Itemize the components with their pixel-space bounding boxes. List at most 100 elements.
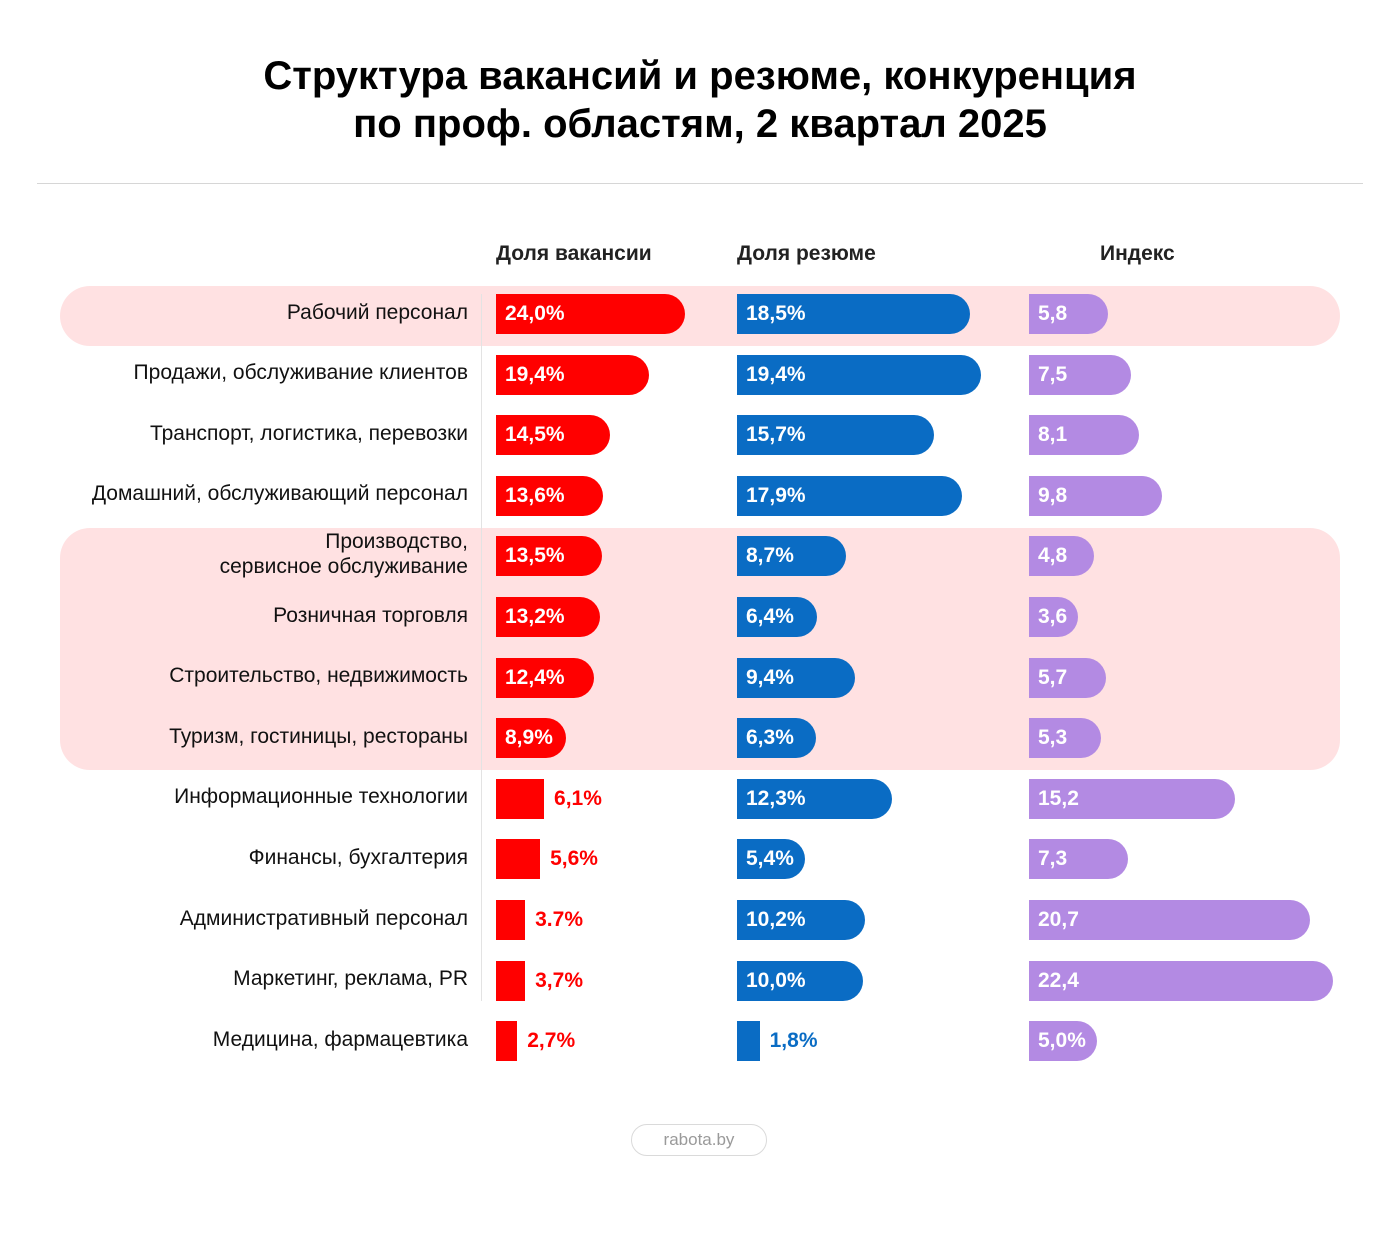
vacancy-value-label: 5,6% [550, 847, 598, 871]
index-bar: 9,8 [1029, 475, 1162, 516]
index-value-label: 9,8 [1038, 483, 1068, 507]
resume-value-label: 6,4% [746, 605, 794, 628]
resume-value-label: 10,2% [746, 908, 806, 931]
resume-value-label: 8,7% [746, 544, 794, 568]
vacancy-bar [496, 960, 526, 1001]
vacancy-bar: 13,2% [496, 597, 600, 637]
category-label: Информационные технологии [8, 784, 468, 809]
category-label-line: сервисное обслуживание [219, 555, 468, 579]
resume-bar: 17,9% [737, 475, 963, 516]
category-label-line: Рабочий персонал [286, 300, 468, 324]
resume-bar [737, 1021, 760, 1062]
category-label-line: Финансы, бухгалтерия [248, 845, 468, 869]
index-bar: 4,8 [1029, 536, 1095, 577]
resume-value-label: 6,3% [746, 726, 794, 750]
category-label-line: Информационные технологии [174, 785, 468, 809]
category-label-line: Домашний, обслуживающий персонал [91, 482, 468, 506]
vacancy-bar [496, 839, 541, 880]
column-header-vacancy: Доля вакансии [496, 242, 652, 265]
index-value-label: 5,7 [1038, 665, 1068, 689]
index-bar: 5,3 [1029, 718, 1101, 759]
brand-badge: rabota.by [631, 1124, 767, 1156]
resume-value-label: 19,4% [746, 362, 806, 386]
category-label-line: Маркетинг, реклама, PR [233, 967, 468, 991]
index-value-label: 7,3 [1038, 847, 1068, 871]
index-value-label: 5,3 [1038, 726, 1068, 750]
resume-value-label: 10,0% [746, 968, 806, 992]
category-label: Финансы, бухгалтерия [8, 845, 468, 870]
resume-bar: 8,7% [737, 536, 847, 577]
vacancy-value-label: 14,5% [505, 423, 565, 447]
vacancy-axis-line [481, 294, 482, 1001]
resume-bar: 10,2% [737, 900, 866, 940]
category-label-line: Туризм, гостиницы, рестораны [169, 724, 468, 748]
resume-value-label: 1,8% [769, 1029, 818, 1053]
chart-title-line-2: по проф. областям, 2 квартал 2025 [353, 102, 1047, 146]
title-divider [37, 183, 1363, 184]
category-label: Медицина, фармацевтика [8, 1027, 468, 1052]
resume-bar: 6,3% [737, 718, 817, 759]
index-bar: 5,8 [1029, 294, 1108, 334]
vacancy-bar [496, 778, 545, 819]
vacancy-bar [496, 1021, 518, 1062]
vacancy-value-label: 13,6% [505, 483, 565, 507]
vacancy-value-label: 13,2% [505, 605, 565, 628]
resume-value-label: 12,3% [746, 786, 806, 810]
category-label-line: Производство, [325, 530, 468, 554]
index-bar: 15,2 [1029, 778, 1236, 819]
index-value-label: 20,7 [1038, 908, 1079, 931]
resume-value-label: 15,7% [746, 423, 806, 447]
category-label: Рабочий персонал [8, 300, 468, 325]
resume-bar: 15,7% [737, 415, 935, 456]
vacancy-bar: 12,4% [496, 657, 594, 698]
category-label-line: Розничная торговля [273, 603, 468, 627]
category-label: Продажи, обслуживание клиентов [8, 360, 468, 385]
vacancy-value-label: 3.7% [535, 908, 583, 931]
category-label-line: Продажи, обслуживание клиентов [133, 361, 468, 385]
index-value-label: 5,8 [1038, 302, 1068, 325]
vacancy-value-label: 24,0% [505, 302, 565, 325]
index-bar: 5,0% [1029, 1021, 1097, 1062]
index-bar: 7,3 [1029, 839, 1129, 880]
index-value-label: 4,8 [1038, 544, 1068, 568]
vacancy-value-label: 6,1% [554, 786, 602, 810]
vacancy-bar: 19,4% [496, 354, 649, 395]
category-label-line: Транспорт, логистика, перевозки [149, 421, 468, 445]
vacancy-value-label: 2,7% [527, 1029, 576, 1053]
vacancy-bar: 14,5% [496, 415, 611, 456]
resume-value-label: 9,4% [746, 665, 794, 689]
resume-bar: 9,4% [737, 657, 856, 698]
resume-value-label: 18,5% [746, 302, 806, 325]
index-value-label: 5,0% [1038, 1029, 1086, 1053]
resume-bar: 10,0% [737, 960, 863, 1001]
category-label-line: Строительство, недвижимость [169, 664, 468, 688]
category-label: Розничная торговля [8, 603, 468, 628]
highlight-band-2 [60, 528, 1340, 771]
category-label: Административный персонал [8, 906, 468, 931]
category-label: Домашний, обслуживающий персонал [8, 481, 468, 506]
vacancy-bar: 24,0% [496, 294, 685, 334]
resume-bar: 19,4% [737, 354, 981, 395]
vacancy-value-label: 3,7% [535, 968, 583, 992]
category-label-line: Медицина, фармацевтика [212, 1027, 468, 1051]
highlight-band-1 [60, 286, 1340, 346]
vacancy-value-label: 8,9% [505, 726, 553, 750]
index-value-label: 15,2 [1038, 786, 1079, 810]
category-label: Транспорт, логистика, перевозки [8, 421, 468, 446]
resume-bar: 18,5% [737, 294, 970, 334]
column-header-resume: Доля резюме [737, 242, 876, 265]
column-header-index: Индекс [1100, 242, 1175, 265]
resume-value-label: 17,9% [746, 483, 806, 507]
vacancy-value-label: 13,5% [505, 544, 565, 568]
resume-bar: 12,3% [737, 778, 892, 819]
category-label: Маркетинг, реклама, PR [8, 966, 468, 991]
index-value-label: 22,4 [1038, 968, 1079, 992]
vacancy-value-label: 12,4% [505, 665, 565, 689]
index-bar: 20,7 [1029, 900, 1310, 940]
category-label-line: Административный персонал [179, 906, 468, 930]
vacancy-value-label: 19,4% [505, 362, 565, 386]
chart-title-line-1: Структура вакансий и резюме, конкуренция [263, 54, 1137, 98]
vacancy-bar: 13,6% [496, 475, 604, 516]
chart-title: Структура вакансий и резюме, конкуренция… [0, 52, 1400, 148]
index-bar: 5,7 [1029, 657, 1107, 698]
